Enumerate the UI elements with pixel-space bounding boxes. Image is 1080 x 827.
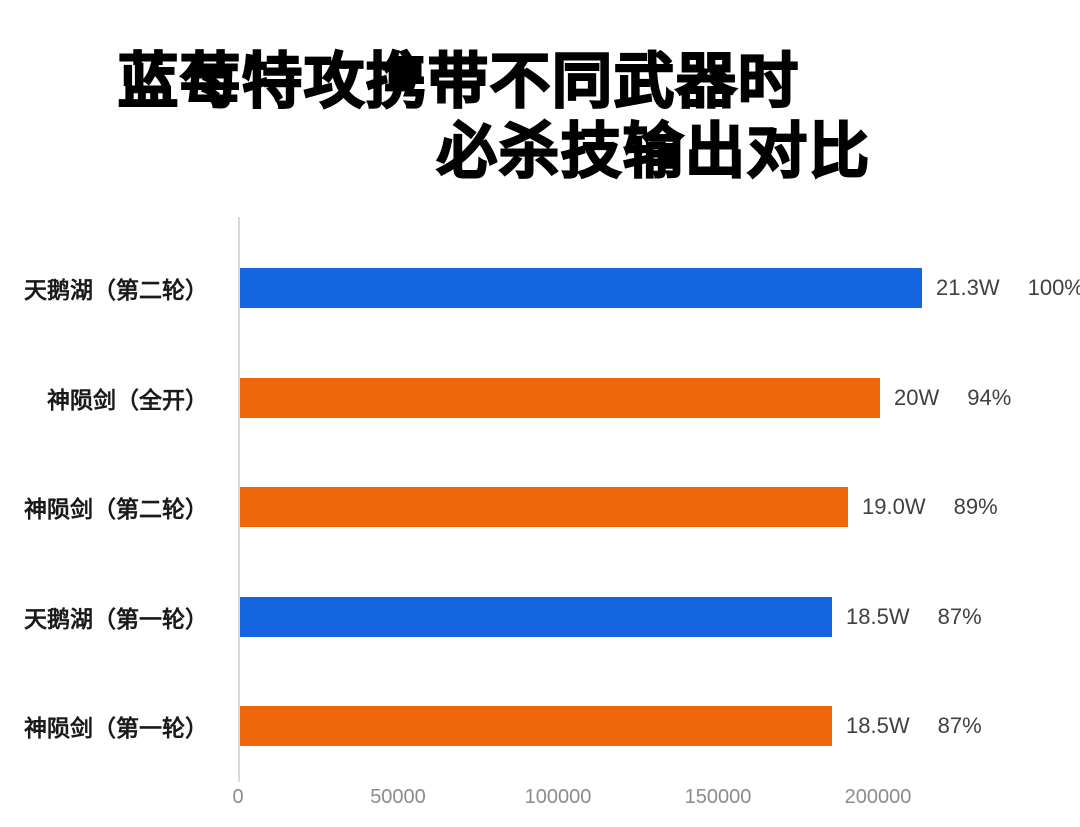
value-label: 20W: [894, 385, 940, 410]
y-axis-line: [238, 217, 240, 782]
bar: [240, 378, 880, 418]
value-label: 19.0W: [862, 494, 926, 519]
bar-value-group: 18.5W 87%: [846, 713, 982, 739]
category-label: 天鹅湖（第二轮）: [24, 277, 208, 303]
bar: [240, 487, 848, 527]
percent-label: 94%: [967, 385, 1012, 410]
x-axis-tick-label: 0: [232, 786, 244, 808]
value-label: 18.5W: [846, 604, 910, 629]
chart-title-line-2: 必杀技输出对比: [436, 118, 871, 185]
chart-title-line-1: 蓝莓特攻携带不同武器时: [117, 48, 800, 115]
value-label: 18.5W: [846, 713, 910, 738]
value-label: 21.3W: [936, 275, 1000, 300]
bar-value-group: 18.5W 87%: [846, 604, 982, 630]
bar-value-group: 19.0W 89%: [862, 494, 998, 520]
x-axis-tick-label: 150000: [684, 786, 752, 808]
x-axis-tick-label: 100000: [524, 786, 592, 808]
category-label: 神陨剑（第二轮）: [24, 496, 208, 522]
bar: [240, 597, 832, 637]
bar: [240, 706, 832, 746]
bar-value-group: 21.3W 100%: [936, 275, 1080, 301]
x-axis-tick-label: 50000: [370, 786, 426, 808]
x-axis-tick-label: 200000: [844, 786, 912, 808]
percent-label: 87%: [937, 713, 982, 738]
percent-label: 87%: [937, 604, 982, 629]
bar-value-group: 20W 94%: [894, 385, 1011, 411]
bar: [240, 268, 922, 308]
category-label: 神陨剑（第一轮）: [24, 715, 208, 741]
percent-label: 89%: [953, 494, 998, 519]
category-label: 天鹅湖（第一轮）: [24, 606, 208, 632]
category-label: 神陨剑（全开）: [47, 387, 208, 413]
percent-label: 100%: [1027, 275, 1080, 300]
